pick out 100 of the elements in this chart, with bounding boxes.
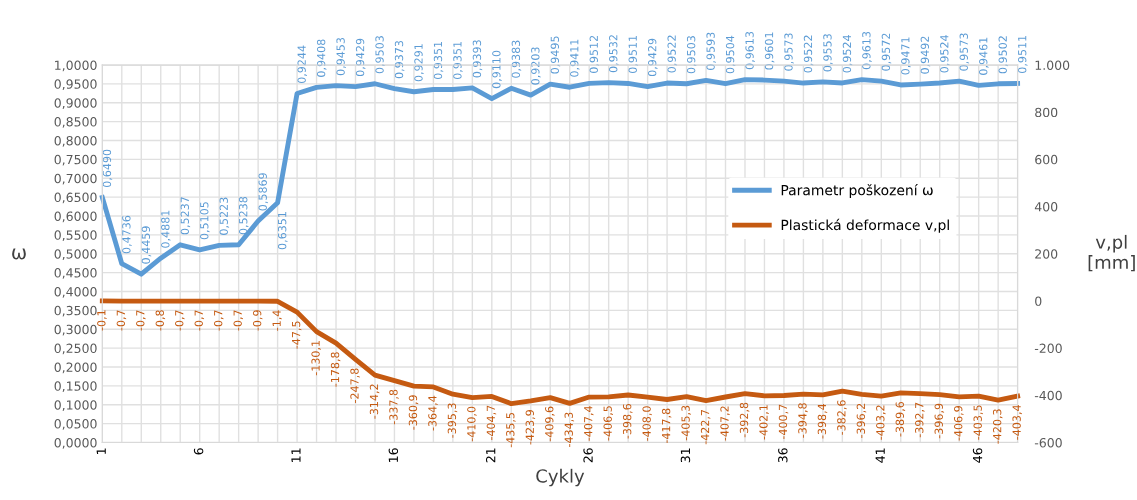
data-label: 0,9429 xyxy=(647,38,658,77)
data-label: 0,9601 xyxy=(764,32,775,70)
data-label: 0,9502 xyxy=(998,36,1009,74)
data-label: -382,6 xyxy=(837,400,847,435)
data-label: -247,8 xyxy=(350,368,360,404)
data-label: 0,9503 xyxy=(686,36,697,74)
legend-label: Parametr poškození ω xyxy=(781,184,933,199)
data-label: -337,8 xyxy=(389,389,399,425)
data-label: 0,9291 xyxy=(414,44,424,82)
data-label: 0,9495 xyxy=(550,36,561,74)
y2-tick-label: -600 xyxy=(1034,437,1062,448)
y2-tick-label: 400 xyxy=(1034,202,1058,212)
data-label: -406,9 xyxy=(954,406,964,441)
y-tick-label: 0,6500 xyxy=(54,192,97,204)
data-label: -360,9 xyxy=(408,395,419,430)
y-tick-label: 0,8500 xyxy=(54,117,97,128)
y-tick-label: 0,4000 xyxy=(54,286,97,298)
data-label: 0,9244 xyxy=(297,45,307,84)
data-label: 0,9492 xyxy=(920,36,931,74)
data-label: 0,9373 xyxy=(394,40,405,79)
y-tick-label: 0,1500 xyxy=(54,381,97,393)
y-tick-label: 0,9000 xyxy=(54,98,97,109)
data-label: 0,9511 xyxy=(628,35,639,73)
data-label: -0,1 xyxy=(97,310,107,331)
y-tick-label: 0,8000 xyxy=(54,135,97,147)
data-label: -403,4 xyxy=(1012,405,1022,440)
data-label: 0,5223 xyxy=(219,197,230,235)
data-label: -389,6 xyxy=(895,401,906,437)
y-tick-label: 1,0000 xyxy=(55,60,97,72)
x-tick-label: 31 xyxy=(680,448,691,463)
x-tick-label: 36 xyxy=(778,448,788,463)
y2-tick-label: -400 xyxy=(1034,390,1062,401)
y-tick-label: 0,1000 xyxy=(54,400,97,411)
y-tick-label: 0,0000 xyxy=(54,437,97,449)
data-label: 0,9351 xyxy=(453,41,463,80)
y-tick-label: 0,3000 xyxy=(54,324,97,336)
y-tick-label: 0,4500 xyxy=(54,268,97,279)
y-tick-label: 0,7500 xyxy=(54,154,97,166)
x-tick-label: 6 xyxy=(193,448,204,455)
data-label: 0,9522 xyxy=(803,35,814,73)
data-label: -0,7 xyxy=(194,310,205,331)
data-label: -409,6 xyxy=(545,406,555,442)
x-tick-label: 1 xyxy=(96,448,106,454)
data-label: -178,8 xyxy=(330,352,341,387)
data-label: -364,4 xyxy=(428,395,438,431)
data-label: 0,9471 xyxy=(901,37,911,75)
data-label: -314,2 xyxy=(369,384,380,419)
y-tick-label: 0,9500 xyxy=(54,79,97,91)
data-label: -408,0 xyxy=(642,406,652,441)
data-label: 0,9503 xyxy=(375,36,385,74)
x-axis-title: Cykly xyxy=(536,468,585,487)
data-label: 0,9351 xyxy=(433,41,444,80)
data-label: 0,9613 xyxy=(862,31,872,70)
data-label: -410,0 xyxy=(467,406,477,442)
data-label: -396,9 xyxy=(934,403,945,439)
y-tick-label: 0,7000 xyxy=(54,173,97,185)
data-label: 0,9572 xyxy=(881,33,892,71)
data-label: -398,4 xyxy=(817,403,828,439)
data-label: -0,7 xyxy=(175,310,185,331)
data-label: 0,9522 xyxy=(667,35,677,73)
data-label: -435,5 xyxy=(506,412,516,448)
data-label: -0,7 xyxy=(233,310,244,331)
data-label: -404,7 xyxy=(486,405,497,441)
data-label: -422,7 xyxy=(700,409,711,445)
y-tick-label: 0,3500 xyxy=(54,305,97,317)
data-label: -407,2 xyxy=(720,406,730,441)
data-label: -392,8 xyxy=(739,402,750,438)
y2-tick-label: 600 xyxy=(1035,154,1058,165)
x-tick-label: 11 xyxy=(291,448,301,462)
data-label: 0,9411 xyxy=(570,39,580,77)
y2-tick-label: 0 xyxy=(1035,296,1042,306)
data-label: 0,9524 xyxy=(842,34,853,73)
data-label: 0,4459 xyxy=(141,226,152,264)
y2-tick-label: 200 xyxy=(1035,249,1058,259)
data-label: -47,5 xyxy=(292,321,302,349)
data-label: -417,8 xyxy=(661,408,672,444)
data-label: 0,9429 xyxy=(355,38,366,77)
data-label: 0,9613 xyxy=(745,31,755,70)
data-label: -423,9 xyxy=(525,410,536,445)
data-label: -400,7 xyxy=(778,404,789,440)
data-label: 0,9532 xyxy=(609,35,619,73)
data-label: -395,3 xyxy=(447,403,458,438)
data-label: 0,9383 xyxy=(511,40,522,78)
data-label: 0,5105 xyxy=(200,202,210,240)
data-label: -405,3 xyxy=(681,405,691,441)
y2-tick-label: 800 xyxy=(1035,107,1058,118)
data-label: 0,9512 xyxy=(589,35,600,73)
y2-tick-label: 1.000 xyxy=(1035,60,1070,70)
x-tick-label: 16 xyxy=(388,448,399,462)
data-label: 0,9453 xyxy=(336,37,346,76)
y-tick-label: 0,5500 xyxy=(54,230,97,242)
legend-label: Plastická deformace v,pl xyxy=(781,218,949,233)
data-label: 0,9573 xyxy=(784,33,794,71)
x-tick-label: 26 xyxy=(583,448,593,463)
data-label: 0,4881 xyxy=(161,210,171,248)
y-tick-label: 0,0500 xyxy=(54,419,97,430)
y2-tick-label: -200 xyxy=(1034,343,1062,354)
y-tick-label: 0,2000 xyxy=(54,362,97,374)
data-label: -403,2 xyxy=(876,405,886,440)
y2-axis-title: v,pl [mm] xyxy=(1088,234,1135,272)
